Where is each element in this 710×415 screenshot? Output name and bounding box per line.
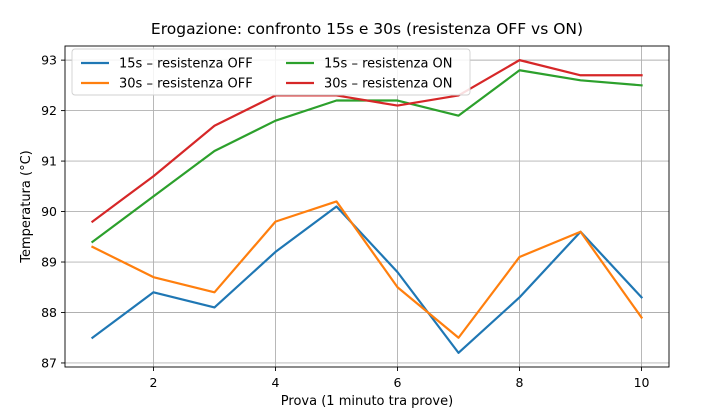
legend-box (71, 48, 471, 96)
legend-label-3: 15s – resistenza ON (324, 57, 453, 72)
legend-label-2: 30s – resistenza OFF (119, 77, 253, 92)
y-tick-label: 87 (41, 355, 57, 370)
axis-ticks: 2 4 6 8 10 87 88 89 90 91 92 93 (41, 53, 649, 390)
plot-area-frame (64, 45, 670, 368)
x-tick-label: 6 (394, 375, 402, 390)
series-line-4 (90, 59, 643, 224)
x-tick-label: 2 (149, 375, 157, 390)
x-tick-label: 10 (634, 375, 650, 390)
series-line-2 (90, 200, 644, 339)
y-tick-label: 93 (41, 53, 57, 68)
x-tick-label: 8 (516, 375, 524, 390)
x-tick-label: 4 (272, 375, 280, 390)
series-line-1 (90, 205, 644, 354)
y-tick-label: 91 (41, 154, 57, 169)
chart-title: Erogazione: confronto 15s e 30s (resiste… (151, 20, 583, 38)
legend: 15s – resistenza OFF 30s – resistenza OFF… (71, 48, 471, 96)
y-tick-label: 88 (41, 305, 57, 320)
y-tick-label: 90 (41, 204, 57, 219)
legend-label-1: 15s – resistenza OFF (119, 57, 253, 72)
y-axis-label: Temperatura (°C) (19, 150, 34, 263)
legend-label-4: 30s – resistenza ON (324, 77, 453, 92)
series-lines (90, 59, 644, 354)
x-axis-label: Prova (1 minuto tra prove) (281, 394, 453, 409)
y-tick-label: 89 (41, 255, 57, 270)
y-tick-label: 92 (41, 103, 57, 118)
